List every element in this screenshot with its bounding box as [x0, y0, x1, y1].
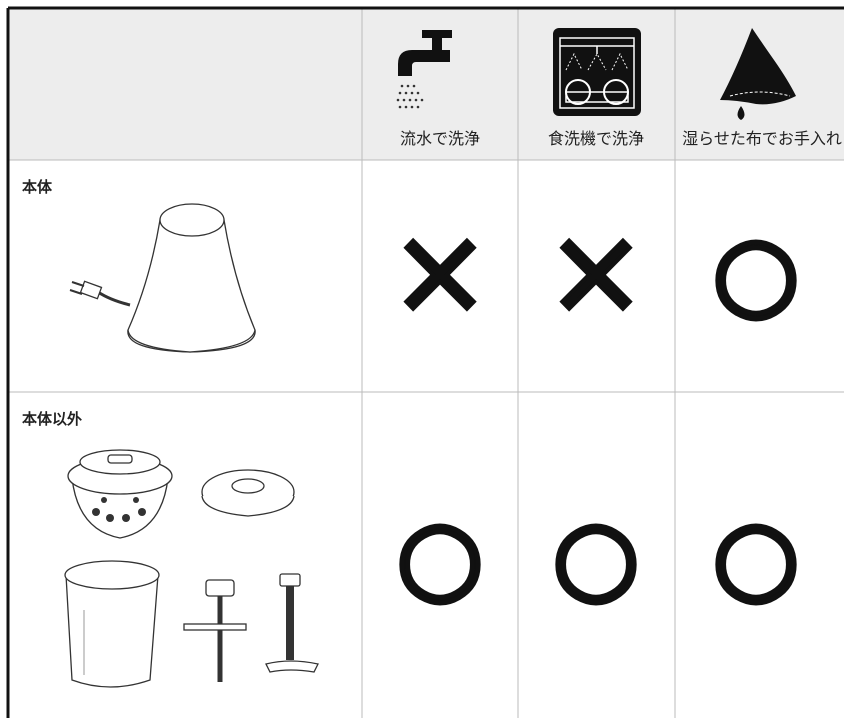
care-symbol: ○ — [712, 214, 799, 331]
faucet-icon — [396, 30, 452, 109]
care-symbol: ○ — [552, 498, 639, 615]
main-unit-illustration — [69, 203, 256, 353]
header-label: 流水で洗浄 — [400, 129, 480, 148]
row-label: 本体以外 — [22, 410, 82, 428]
grid — [8, 8, 844, 718]
header-label: 湿らせた布でお手入れ — [682, 129, 842, 148]
care-symbol: × — [390, 203, 491, 342]
care-symbol: × — [546, 203, 647, 342]
care-symbol: ○ — [712, 498, 799, 615]
care-symbols: × × ○ ○ ○ ○ — [388, 201, 802, 618]
cloth-icon — [720, 28, 796, 120]
accessories-illustration — [64, 449, 319, 688]
row-label: 本体 — [22, 178, 53, 196]
care-symbol: ○ — [396, 498, 483, 615]
header-label: 食洗機で洗浄 — [548, 129, 644, 148]
dishwasher-icon — [553, 28, 641, 116]
